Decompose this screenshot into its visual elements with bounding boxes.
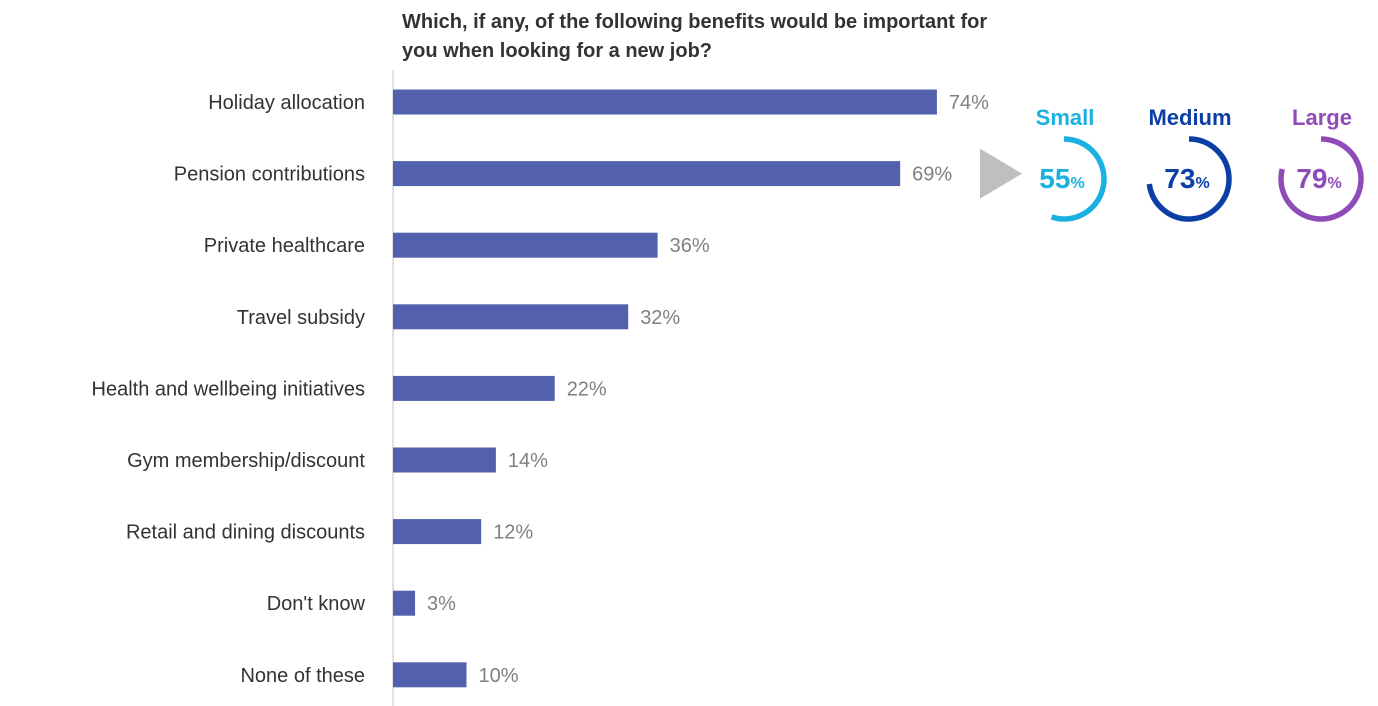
value-label: 14% — [508, 450, 548, 472]
category-label: Private healthcare — [204, 235, 365, 257]
ring-gauge-number: 73 — [1164, 163, 1195, 194]
size-name-label: Small — [1036, 105, 1095, 130]
category-label: None of these — [240, 665, 365, 687]
ring-gauge-arc — [1278, 136, 1364, 222]
ring-gauge-number: 79 — [1296, 163, 1327, 194]
chart-title: Which, if any, of the following benefits… — [402, 11, 988, 62]
category-label: Holiday allocation — [208, 92, 365, 114]
bar — [393, 590, 416, 616]
value-label: 22% — [567, 378, 607, 400]
category-label: Pension contributions — [174, 164, 365, 186]
category-label: Health and wellbeing initiatives — [92, 378, 366, 400]
category-label: Travel subsidy — [237, 307, 365, 329]
category-label: Retail and dining discounts — [126, 522, 365, 544]
bar — [393, 232, 658, 258]
bar — [393, 447, 496, 473]
ring-gauge-value: 73% — [1164, 163, 1209, 194]
company-size-callout: Small 55% Medium 73% Large 79% — [980, 105, 1364, 222]
value-label: 3% — [427, 593, 456, 615]
bar — [393, 662, 467, 688]
ring-gauge-arc — [1050, 136, 1107, 222]
size-name-label: Medium — [1148, 105, 1231, 130]
ring-gauge-unit: % — [1327, 175, 1341, 192]
value-label: 36% — [670, 235, 710, 257]
bar — [393, 519, 482, 545]
ring-gauge-value: 79% — [1296, 163, 1341, 194]
ring-gauge-arc — [1146, 136, 1232, 222]
ring-gauge-unit: % — [1195, 175, 1209, 192]
value-label: 12% — [493, 522, 533, 544]
category-label: Don't know — [267, 593, 366, 615]
ring-gauge-number: 55 — [1039, 163, 1070, 194]
bar — [393, 375, 555, 401]
value-label: 74% — [949, 92, 989, 114]
bar — [393, 304, 629, 330]
bar — [393, 89, 937, 115]
value-label: 10% — [479, 665, 519, 687]
value-label: 32% — [640, 307, 680, 329]
ring-gauge-value: 55% — [1039, 163, 1084, 194]
bars-layer: Holiday allocation 74% Pension contributio… — [92, 89, 989, 688]
value-label: 69% — [912, 164, 952, 186]
bar — [393, 161, 901, 187]
ring-gauge-unit: % — [1070, 175, 1084, 192]
callout-arrow — [980, 148, 1022, 199]
size-name-label: Large — [1292, 105, 1352, 130]
category-label: Gym membership/discount — [127, 450, 365, 472]
